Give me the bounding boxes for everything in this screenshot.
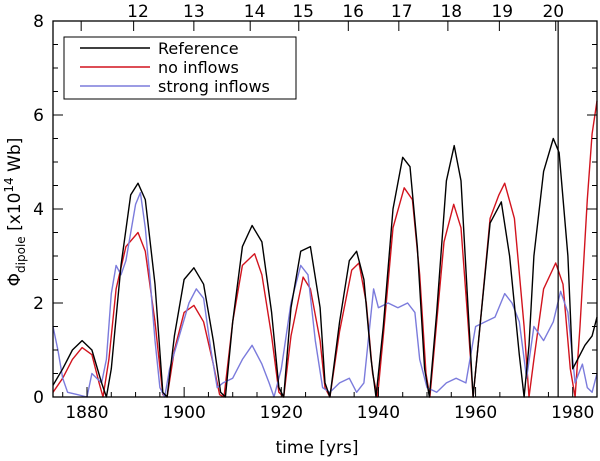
legend-label-no-inflows: no inflows: [158, 58, 239, 77]
y-axis-label: Φdipole [x1014 Wb]: [2, 138, 28, 287]
y-axis-label-symbol: Φ: [5, 273, 25, 286]
y-axis-label-subscript: dipole: [14, 236, 28, 273]
top-cycle-label: 14: [244, 2, 266, 22]
y-tick-label: 6: [33, 106, 44, 126]
legend-label-strong-inflows: strong inflows: [158, 77, 270, 96]
top-cycle-label: 20: [542, 2, 564, 22]
series-line-strong-inflows: [52, 191, 598, 398]
x-tick-label: 1900: [163, 403, 206, 423]
x-tick-label: 1920: [260, 403, 303, 423]
y-axis-label-exponent: 14: [2, 177, 16, 192]
legend: Reference no inflows strong inflows: [63, 36, 297, 100]
y-axis-label-bracket: [x10: [5, 193, 25, 237]
x-axis-label: time [yrs]: [276, 438, 359, 458]
x-tick-label: 1880: [65, 403, 108, 423]
y-axis-label-unit: Wb]: [5, 138, 25, 178]
top-cycle-label: 15: [292, 2, 314, 22]
top-cycle-label: 19: [491, 2, 513, 22]
top-cycle-label: 13: [183, 2, 205, 22]
top-cycle-label: 16: [342, 2, 364, 22]
x-tick-label: 1940: [357, 403, 400, 423]
y-tick-label: 8: [33, 12, 44, 32]
y-tick-label: 4: [33, 200, 44, 220]
top-cycle-label: 17: [391, 2, 413, 22]
top-cycle-label: 12: [127, 2, 149, 22]
legend-label-reference: Reference: [158, 39, 239, 58]
series-layer: [52, 100, 598, 398]
y-tick-label: 0: [33, 388, 44, 408]
x-tick-label: 1980: [551, 403, 594, 423]
series-line-reference: [52, 137, 598, 398]
top-cycle-label: 18: [440, 2, 462, 22]
y-tick-label: 2: [33, 294, 44, 314]
x-tick-label: 1960: [454, 403, 497, 423]
